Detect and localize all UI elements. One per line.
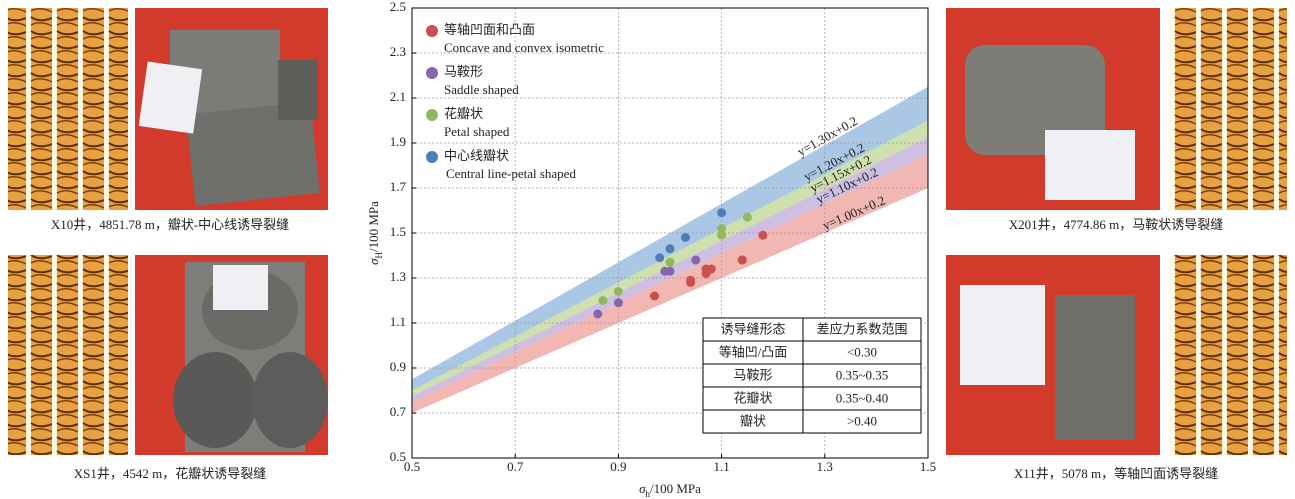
point <box>650 291 660 301</box>
point <box>665 257 675 267</box>
point <box>691 255 701 265</box>
x-axis-label: σh/100 MPa <box>639 481 701 499</box>
point <box>655 253 665 263</box>
x-tick-label: 1.3 <box>817 459 833 474</box>
point <box>706 264 716 274</box>
y-tick-label: 2.1 <box>390 89 406 104</box>
core-piece <box>1055 295 1135 440</box>
x-tick-label: 1.1 <box>713 459 729 474</box>
legend-label: Central line-petal shaped <box>446 166 576 181</box>
log-image <box>8 8 128 210</box>
y-tick-label: 0.9 <box>390 359 406 374</box>
y-tick-label: 1.3 <box>390 269 406 284</box>
scale-card <box>138 61 203 134</box>
band <box>412 86 928 391</box>
legend-label: Concave and convex isometric <box>444 40 604 55</box>
point <box>737 255 747 265</box>
table-cell: 0.35~0.35 <box>836 367 889 382</box>
point <box>758 230 768 240</box>
y-tick-label: 2.3 <box>390 44 406 59</box>
core-piece <box>252 352 328 448</box>
legend-label: Petal shaped <box>444 124 510 139</box>
axis-label-part: /100 MPa <box>650 481 701 496</box>
x-tick-label: 0.7 <box>507 459 524 474</box>
scale-card <box>1045 130 1135 200</box>
axis-label-part: σ <box>639 481 646 496</box>
table-cell: <0.30 <box>847 344 877 359</box>
legend-marker <box>426 25 438 37</box>
y-tick-label: 0.7 <box>390 404 407 419</box>
table-cell: >0.40 <box>847 413 877 428</box>
y-tick-label: 1.5 <box>390 224 406 239</box>
y-tick-label: 0.5 <box>390 449 406 464</box>
axis-label-part: h <box>646 489 651 499</box>
point <box>593 309 603 319</box>
legend-label: 中心线瓣状 <box>444 148 509 163</box>
legend-marker <box>426 109 438 121</box>
log-image <box>8 255 128 455</box>
axis-label-part: H <box>374 252 384 259</box>
x-tick-label: 0.9 <box>610 459 626 474</box>
point <box>717 224 727 233</box>
y-tick-label: 1.1 <box>390 314 406 329</box>
table-cell: 等轴凹/凸面 <box>719 344 788 359</box>
label-card <box>213 265 268 310</box>
point <box>742 212 752 222</box>
caption: X10井，4851.78 m，瓣状-中心线诱导裂缝 <box>51 217 289 232</box>
table-cell: 诱导缝形态 <box>720 321 785 336</box>
caption: XS1井，4542 m，花瓣状诱导裂缝 <box>74 466 266 481</box>
table-cell: 瓣状 <box>740 413 766 428</box>
legend-marker <box>426 67 438 79</box>
table-cell: 马鞍形 <box>733 367 772 382</box>
y-tick-label: 2.5 <box>390 0 406 14</box>
point <box>613 287 623 296</box>
x-tick-label: 0.5 <box>404 459 420 474</box>
table-cell: 0.35~0.40 <box>836 390 889 405</box>
point <box>717 230 727 240</box>
y-tick-label: 1.7 <box>390 179 407 194</box>
caption: X11井，5078 m，等轴凹面诱导裂缝 <box>1014 466 1218 481</box>
table-frame <box>702 317 922 434</box>
point <box>598 296 608 305</box>
point <box>613 298 623 308</box>
plot-frame <box>411 7 929 459</box>
point <box>686 278 696 287</box>
legend-label: Saddle shaped <box>444 82 519 97</box>
legend-label: 等轴凹面和凸面 <box>444 22 535 37</box>
photo-panels <box>8 8 1287 455</box>
axis-label-part: σ <box>366 258 381 265</box>
legend-label: 花瓣状 <box>444 106 483 121</box>
caption: X201井，4774.86 m，马鞍状诱导裂缝 <box>1009 217 1224 232</box>
point <box>717 208 727 218</box>
core-piece <box>965 45 1105 155</box>
scale-card <box>960 285 1045 385</box>
band <box>412 154 928 413</box>
log-image <box>1170 8 1287 210</box>
core-piece <box>185 101 320 206</box>
point <box>665 244 675 254</box>
core-piece <box>278 60 318 120</box>
legend-label: 马鞍形 <box>444 64 483 79</box>
x-tick-label: 1.5 <box>920 459 936 474</box>
core-piece <box>173 352 257 448</box>
axis-label-part: /100 MPa <box>366 201 381 252</box>
point <box>665 266 675 276</box>
table-cell: 花瓣状 <box>733 390 772 405</box>
point <box>680 233 690 242</box>
y-axis-label: σH/100 MPa <box>366 201 384 265</box>
legend-marker <box>426 151 438 163</box>
y-tick-label: 1.9 <box>390 134 406 149</box>
table-cell: 差应力系数范围 <box>816 321 907 336</box>
log-image <box>1170 255 1287 455</box>
